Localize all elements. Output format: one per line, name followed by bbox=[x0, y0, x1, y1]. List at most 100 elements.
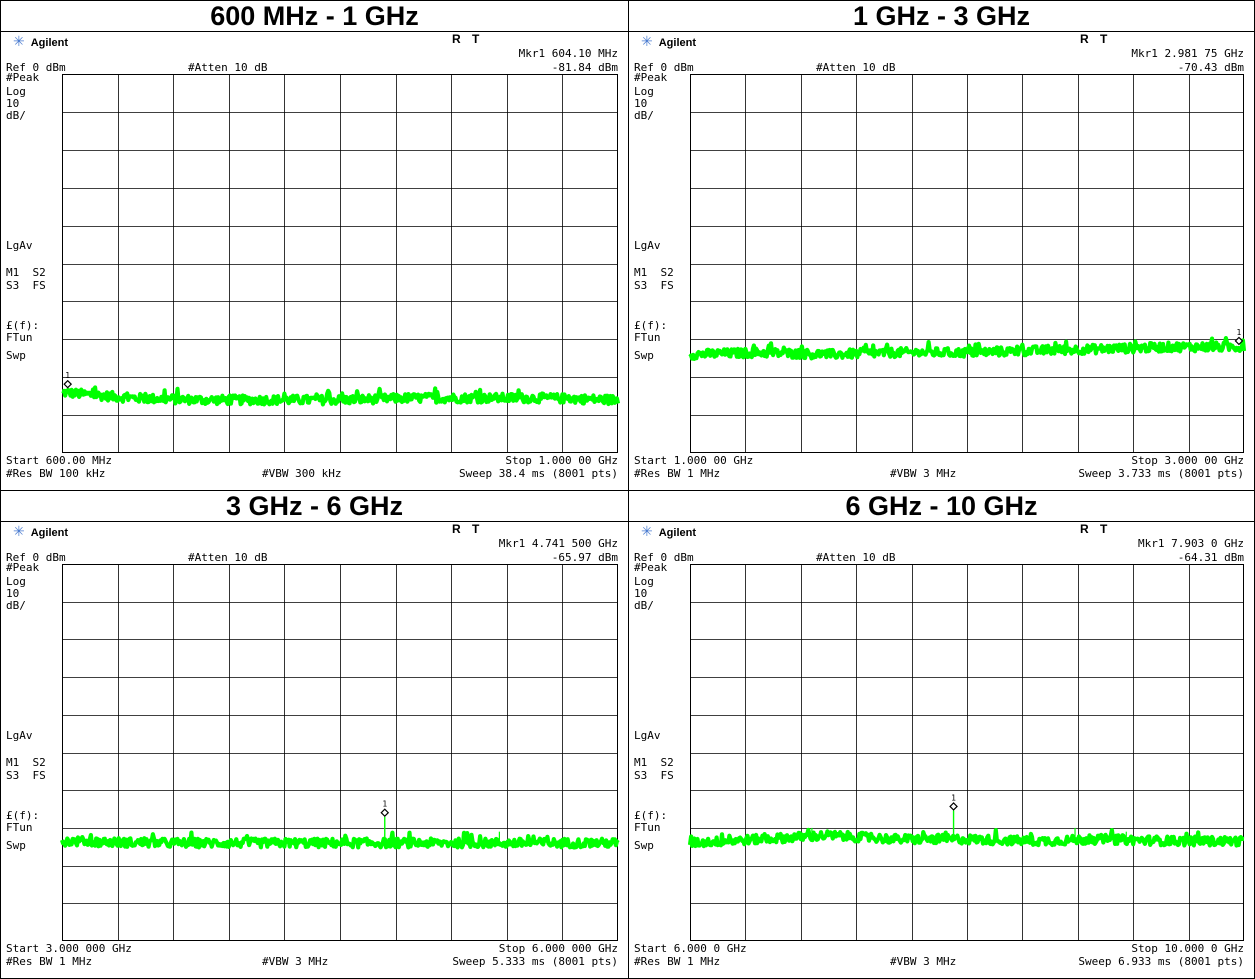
spectrum-plot: 1 bbox=[60, 564, 620, 941]
sweep-time: Sweep 6.933 ms (8001 pts) bbox=[1078, 955, 1244, 968]
sweep-time: Sweep 5.333 ms (8001 pts) bbox=[452, 955, 618, 968]
scale-type: Log bbox=[634, 85, 654, 98]
graticule-frame bbox=[62, 74, 618, 453]
marker-level: -64.31 dBm bbox=[1177, 551, 1244, 564]
scale-type: Log bbox=[634, 575, 654, 588]
detector-mode: #Peak bbox=[6, 71, 40, 84]
marker-level: -81.84 dBm bbox=[551, 61, 618, 74]
attenuation: #Atten 10 dB bbox=[816, 551, 896, 564]
video-bandwidth: #VBW 3 MHz bbox=[890, 467, 957, 480]
marker-frequency: 604.10 MHz bbox=[551, 47, 618, 60]
annotation-m1-s2: M1 S2 bbox=[6, 756, 46, 769]
spectrum-plot: 1 bbox=[687, 564, 1246, 941]
marker-diamond bbox=[63, 379, 73, 389]
scale-type: Log bbox=[6, 85, 26, 98]
scale-type: Log bbox=[6, 575, 26, 588]
scale-value: 10 bbox=[634, 97, 648, 110]
status-r: R bbox=[1080, 32, 1089, 46]
analyzer-screen: ✳ Agilent R T Mkr1 2.981 75 GHz Ref 0 dBm #Att… bbox=[629, 32, 1254, 490]
graticule-frame bbox=[690, 74, 1244, 453]
agilent-spark-icon: ✳ bbox=[641, 33, 653, 49]
graticule-frame bbox=[62, 564, 618, 941]
scale-unit: dB/ bbox=[634, 599, 654, 612]
spectrum-panel: 1 GHz - 3 GHz ✳ Agilent R T Mkr1 2.981 75 GHz… bbox=[628, 0, 1255, 491]
agilent-spark-icon: ✳ bbox=[13, 523, 25, 539]
graticule-frame bbox=[690, 564, 1244, 941]
annotation-ftun: FTun bbox=[634, 821, 661, 834]
marker-label: Mkr1 bbox=[498, 537, 526, 550]
annotation-swp: Swp bbox=[6, 839, 26, 852]
agilent-spark-icon: ✳ bbox=[641, 523, 653, 539]
marker-readout-freq: Mkr1 4.741 500 GHz bbox=[499, 538, 618, 550]
marker-diamond bbox=[1234, 336, 1244, 346]
marker-level: -65.97 dBm bbox=[551, 551, 618, 564]
brand-name: Agilent bbox=[658, 37, 697, 49]
marker-frequency: 7.903 0 GHz bbox=[1171, 537, 1244, 550]
brand-name: Agilent bbox=[30, 37, 69, 49]
annotation-s3-fs: S3 FS bbox=[634, 769, 674, 782]
marker-number-label: 1 bbox=[951, 793, 956, 802]
sweep-time: Sweep 38.4 ms (8001 pts) bbox=[459, 467, 618, 480]
spectrum-plot: 1 bbox=[61, 74, 621, 453]
average-mode: LgAv bbox=[634, 239, 661, 252]
annotation-swp: Swp bbox=[634, 349, 654, 362]
brand-name: Agilent bbox=[30, 527, 69, 539]
scale-value: 10 bbox=[634, 587, 648, 600]
scale-unit: dB/ bbox=[6, 109, 26, 122]
marker-diamond bbox=[949, 802, 958, 811]
spectrum-panel: 3 GHz - 6 GHz ✳ Agilent R T Mkr1 4.741 500 GH… bbox=[0, 490, 629, 979]
marker-level: -70.43 dBm bbox=[1177, 61, 1244, 74]
agilent-logo: ✳ Agilent bbox=[641, 33, 697, 49]
annotation-ftun: FTun bbox=[6, 331, 33, 344]
annotation-m1-s2: M1 S2 bbox=[634, 756, 674, 769]
marker-frequency: 4.741 500 GHz bbox=[531, 537, 618, 550]
scale-value: 10 bbox=[6, 97, 20, 110]
scale-unit: dB/ bbox=[634, 109, 654, 122]
marker-number-label: 1 bbox=[65, 371, 70, 380]
average-mode: LgAv bbox=[6, 239, 33, 252]
scale-value: 10 bbox=[6, 587, 20, 600]
analyzer-screen: ✳ Agilent R T Mkr1 7.903 0 GHz Ref 0 dBm #Atte… bbox=[629, 522, 1254, 978]
agilent-logo: ✳ Agilent bbox=[641, 523, 696, 539]
video-bandwidth: #VBW 3 MHz bbox=[262, 955, 329, 968]
attenuation: #Atten 10 dB bbox=[188, 61, 268, 74]
annotation-m1-s2: M1 S2 bbox=[6, 266, 46, 279]
agilent-logo: ✳ Agilent bbox=[13, 34, 69, 49]
analyzer-screen: ✳ Agilent R T Mkr1 604.10 MHz Ref 0 dBm #Atten… bbox=[1, 32, 628, 490]
resolution-bandwidth: #Res BW 1 MHz bbox=[6, 955, 93, 968]
status-t: T bbox=[472, 522, 480, 536]
marker-diamond bbox=[380, 808, 390, 818]
marker-number-label: 1 bbox=[1237, 328, 1242, 337]
start-frequency: Start 600.00 MHz bbox=[6, 454, 112, 467]
status-r: R bbox=[1080, 522, 1089, 536]
marker-label: Mkr1 bbox=[1131, 47, 1158, 60]
marker-readout-freq: Mkr1 7.903 0 GHz bbox=[1138, 538, 1244, 550]
analyzer-screen: ✳ Agilent R T Mkr1 4.741 500 GHz Ref 0 dBm #At… bbox=[1, 522, 628, 978]
agilent-logo: ✳ Agilent bbox=[13, 523, 69, 539]
annotation-swp: Swp bbox=[6, 349, 26, 362]
annotation-ftun: FTun bbox=[6, 821, 33, 834]
ref-level: Ref 0 dBm bbox=[634, 551, 694, 564]
trace-noise bbox=[689, 829, 1245, 848]
detector-mode: #Peak bbox=[634, 561, 668, 574]
ref-level: Ref 0 dBm bbox=[6, 551, 66, 564]
average-mode: LgAv bbox=[6, 729, 33, 742]
average-mode: LgAv bbox=[634, 729, 661, 742]
panel-title: 1 GHz - 3 GHz bbox=[629, 1, 1254, 32]
scale-unit: dB/ bbox=[6, 599, 26, 612]
trace-noise bbox=[61, 832, 619, 849]
resolution-bandwidth: #Res BW 1 MHz bbox=[634, 467, 721, 480]
annotation-s3-fs: S3 FS bbox=[6, 769, 46, 782]
annotation-ef: £(f): bbox=[634, 809, 668, 822]
marker-label: Mkr1 bbox=[1138, 537, 1165, 550]
marker-label: Mkr1 bbox=[518, 47, 546, 60]
detector-mode: #Peak bbox=[634, 71, 668, 84]
marker-readout-freq: Mkr1 2.981 75 GHz bbox=[1131, 48, 1244, 60]
ref-level: Ref 0 dBm bbox=[6, 61, 66, 74]
marker-readout-freq: Mkr1 604.10 MHz bbox=[519, 48, 618, 60]
marker-number-label: 1 bbox=[382, 800, 387, 809]
attenuation: #Atten 10 dB bbox=[188, 551, 268, 564]
resolution-bandwidth: #Res BW 100 kHz bbox=[6, 467, 106, 480]
annotation-s3-fs: S3 FS bbox=[634, 279, 674, 292]
status-r: R bbox=[452, 32, 461, 46]
